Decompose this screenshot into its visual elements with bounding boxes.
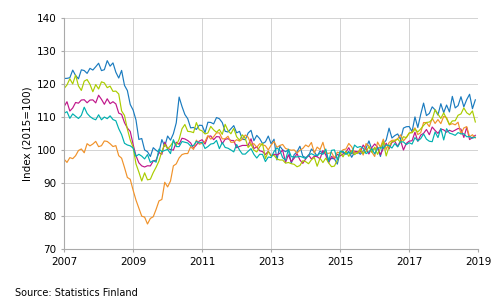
- Sweden: [93, 83, 99, 86]
- Sweden: [139, 179, 144, 183]
- Y-axis label: Index (2015=100): Index (2015=100): [23, 86, 33, 181]
- United kingdom: [193, 140, 199, 143]
- Finland: [104, 59, 110, 62]
- Finland: [124, 89, 130, 92]
- Germany: [472, 136, 478, 140]
- France: [124, 126, 130, 130]
- Germany: [400, 139, 406, 143]
- France: [403, 142, 409, 145]
- Finland: [360, 149, 366, 153]
- Germany: [121, 166, 127, 169]
- Sweden: [61, 87, 67, 90]
- Sweden: [124, 127, 130, 131]
- France: [397, 139, 403, 142]
- Line: Germany: Germany: [64, 116, 475, 224]
- United kingdom: [81, 105, 87, 109]
- United kingdom: [124, 143, 130, 147]
- Germany: [357, 147, 363, 150]
- France: [141, 165, 147, 169]
- Finland: [190, 126, 196, 129]
- Germany: [61, 157, 67, 161]
- France: [61, 105, 67, 109]
- United kingdom: [61, 112, 67, 115]
- France: [90, 98, 96, 102]
- United kingdom: [360, 146, 366, 150]
- United kingdom: [472, 135, 478, 139]
- Sweden: [397, 141, 403, 144]
- Germany: [441, 115, 447, 118]
- Text: Source: Statistics Finland: Source: Statistics Finland: [15, 288, 138, 298]
- Germany: [90, 142, 96, 146]
- Germany: [144, 222, 150, 226]
- Finland: [334, 162, 340, 166]
- United kingdom: [147, 161, 153, 164]
- Line: United kingdom: United kingdom: [64, 107, 475, 162]
- Finland: [472, 98, 478, 102]
- France: [96, 93, 102, 97]
- Sweden: [193, 121, 199, 124]
- Line: Sweden: Sweden: [64, 75, 475, 181]
- France: [472, 133, 478, 137]
- France: [193, 143, 199, 147]
- United kingdom: [397, 140, 403, 144]
- Finland: [403, 125, 409, 129]
- Finland: [61, 77, 67, 80]
- Line: Finland: Finland: [64, 60, 475, 164]
- United kingdom: [403, 143, 409, 147]
- Finland: [90, 68, 96, 72]
- United kingdom: [93, 118, 99, 122]
- Sweden: [72, 73, 78, 77]
- Sweden: [403, 136, 409, 140]
- Sweden: [360, 152, 366, 155]
- Line: France: France: [64, 95, 475, 167]
- France: [360, 143, 366, 147]
- Finland: [397, 138, 403, 141]
- Sweden: [472, 120, 478, 124]
- Germany: [190, 148, 196, 151]
- Germany: [395, 137, 401, 140]
